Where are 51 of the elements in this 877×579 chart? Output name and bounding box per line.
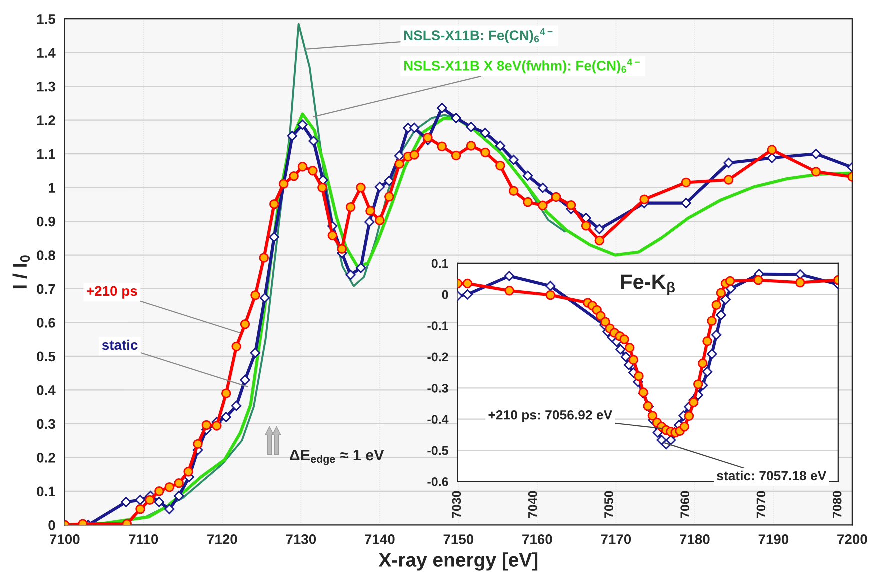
- annotation: +210 ps: 7056.92 eV: [488, 410, 612, 422]
- x-tick-label: 7180: [680, 534, 710, 544]
- x-tick-label: 7120: [208, 534, 238, 544]
- y-tick-label: 0.7: [37, 284, 56, 294]
- y-tick-label: 0.5: [37, 352, 56, 362]
- y-tick-label: 0.8: [37, 250, 56, 260]
- x-tick-label: 7080: [832, 491, 842, 518]
- y-tick-label: 1.4: [37, 48, 56, 58]
- annotation: ΔE$_{edge}$ ≈ 1 eV: [290, 450, 384, 466]
- y-tick-label: 1.2: [37, 116, 56, 126]
- x-tick-label: 7050: [604, 491, 614, 518]
- y-tick-label: 0.1: [432, 259, 448, 268]
- y-tick-label: 0.1: [37, 486, 56, 497]
- text: +210 ps: [87, 286, 138, 299]
- y-tick-label: 0.3: [37, 419, 56, 430]
- x-tick-label: 7140: [365, 534, 395, 544]
- y-tick-label: 0.9: [37, 216, 56, 227]
- x-tick-label: 7200: [838, 534, 868, 544]
- y-tick-label: 0: [442, 290, 448, 300]
- y-tick-label: 0.6: [37, 318, 56, 328]
- x-axis-title: X-ray energy [eV]: [378, 552, 538, 571]
- x-tick-label: 7150: [444, 534, 474, 544]
- text: NSLS-X11B X 8eV(fwhm): Fe(CN)$_{6}$$^{4−}$: [404, 58, 640, 74]
- y-tick-label: 0: [48, 520, 56, 530]
- x-tick-label: 7130: [286, 534, 316, 544]
- y-tick-label: -0.5: [428, 446, 448, 456]
- text: NSLS-X11B: Fe(CN)$_{6}$$^{4−}$: [404, 28, 553, 44]
- x-tick-label: 7190: [758, 534, 789, 544]
- y-tick-label: 1: [49, 183, 56, 193]
- x-tick-label: 7110: [129, 534, 158, 544]
- y-tick-label: 0.2: [37, 453, 56, 463]
- text: static: [102, 340, 138, 350]
- y-tick-label: 1.3: [37, 82, 56, 92]
- y-tick-label: -0.2: [428, 352, 448, 362]
- x-tick-label: 7170: [601, 534, 632, 544]
- y-tick-label: -0.4: [428, 415, 449, 424]
- x-tick-label: 7040: [528, 491, 538, 518]
- annotation: Fe-K$_{β}$: [621, 274, 675, 296]
- y-tick-label: -0.6: [428, 478, 448, 486]
- x-tick-label: 7030: [452, 491, 462, 518]
- annotation: static: 7057.18 eV: [717, 470, 827, 481]
- x-tick-label: 7160: [522, 534, 552, 544]
- y-tick-label: 0.4: [37, 386, 56, 396]
- y-tick-label: 1.5: [37, 14, 56, 24]
- y-axis-title: I / I$_{0}$: [12, 256, 30, 289]
- x-tick-label: 7070: [756, 491, 766, 518]
- y-tick-label: 1.1: [37, 150, 56, 160]
- x-tick-label: 7060: [680, 491, 690, 518]
- y-tick-label: -0.3: [428, 384, 448, 393]
- y-tick-label: -0.1: [428, 322, 448, 330]
- x-tick-label: 7100: [50, 534, 80, 544]
